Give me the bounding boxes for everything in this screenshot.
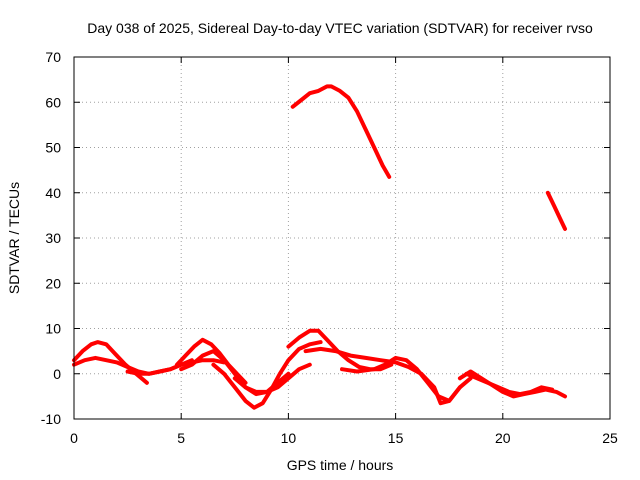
series-line-trace-m: [290, 84, 392, 179]
x-tick-label: 20: [495, 430, 511, 446]
y-tick-label: 10: [45, 321, 61, 337]
y-tick-label: 50: [45, 140, 61, 156]
series-line-trace-n: [545, 190, 567, 231]
series-line-trace-f: [211, 340, 323, 410]
series-line-trace-g: [232, 362, 312, 397]
y-tick-label: 0: [53, 366, 61, 382]
y-tick-label: 40: [45, 185, 61, 201]
series-line-trace-c: [125, 358, 227, 376]
x-tick-label: 10: [281, 430, 297, 446]
y-tick-label: -10: [41, 411, 61, 427]
y-axis-label: SDTVAR / TECUs: [6, 182, 22, 294]
grid: [74, 57, 610, 419]
series-line-trace-i: [303, 346, 462, 406]
chart-title: Day 038 of 2025, Sidereal Day-to-day VTE…: [87, 20, 593, 36]
y-tick-label: 20: [45, 275, 61, 291]
series-line-trace-h: [286, 328, 394, 372]
x-axis-label: GPS time / hours: [287, 457, 394, 473]
series-line-trace-j: [340, 355, 473, 403]
data-series-group: [72, 84, 567, 410]
x-tick-label: 15: [388, 430, 404, 446]
x-tick-label: 25: [602, 430, 618, 446]
x-tick-label: 0: [70, 430, 78, 446]
y-tick-label: 30: [45, 230, 61, 246]
y-tick-label: 70: [45, 49, 61, 65]
series-line-trace-l: [464, 371, 555, 397]
x-tick-label: 5: [177, 430, 185, 446]
axis-ticks: 0 5 10 15 20 25 -10 0 10 20 30 40 50 60 70: [41, 49, 618, 446]
y-tick-label: 60: [45, 94, 61, 110]
